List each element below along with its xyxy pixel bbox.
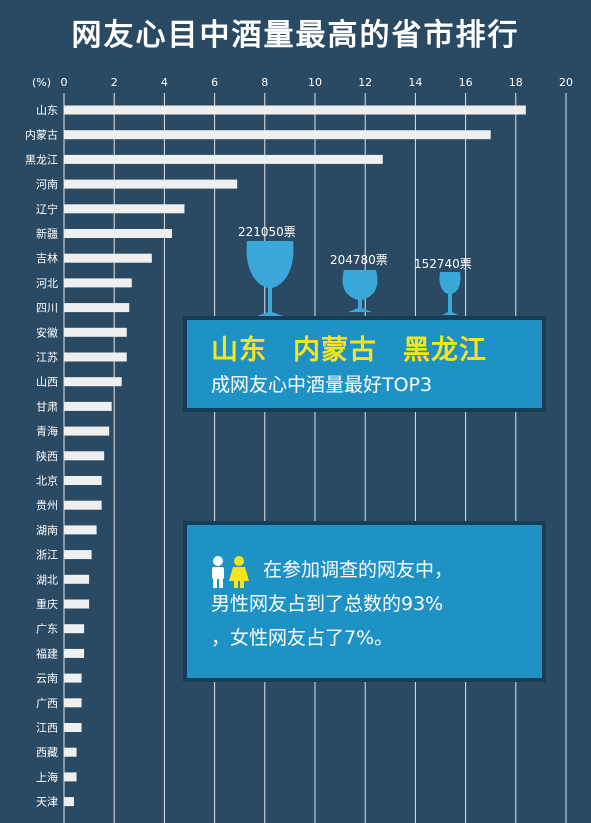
category-label: 内蒙古 — [25, 128, 58, 142]
category-label: 甘肃 — [36, 400, 58, 413]
bar — [64, 204, 185, 214]
category-label: 山西 — [36, 376, 58, 389]
category-label: 黑龙江 — [25, 153, 58, 166]
top3-name-2: 内蒙古 — [293, 335, 377, 366]
bar — [64, 599, 90, 609]
x-tick-label: 10 — [308, 76, 322, 89]
category-label: 湖南 — [36, 524, 58, 537]
category-label: 浙江 — [36, 549, 58, 562]
category-label: 河南 — [36, 178, 58, 191]
bar — [64, 574, 90, 584]
bar — [64, 500, 102, 510]
couple-icon — [212, 556, 249, 588]
category-label: 重庆 — [36, 597, 58, 611]
page-title: 网友心目中酒量最高的省市排行 — [71, 18, 520, 53]
bar — [64, 723, 82, 732]
gender-line-3: ，女性网友占了7%。 — [211, 627, 394, 649]
bar — [64, 377, 122, 387]
unit-label: (%) — [32, 76, 51, 89]
bar — [64, 747, 77, 757]
bar — [64, 179, 238, 189]
bar — [64, 303, 130, 313]
x-axis-ticks: 0 2 4 6 8 10 12 14 16 18 20 — [61, 76, 574, 89]
grid — [63, 93, 567, 823]
category-label: 上海 — [36, 770, 58, 784]
top3-name-1: 山东 — [211, 335, 267, 366]
bar — [64, 154, 383, 164]
category-label: 天津 — [36, 796, 58, 809]
bar — [64, 772, 77, 782]
category-labels: 山东内蒙古黑龙江河南辽宁新疆吉林河北四川安徽江苏山西甘肃青海陕西北京贵州湖南浙江… — [25, 104, 58, 809]
vote-label-3: 152740票 — [414, 257, 472, 271]
bar — [64, 797, 75, 807]
category-label: 江西 — [36, 722, 58, 735]
gender-line-2: 男性网友占到了总数的93% — [211, 593, 444, 615]
bar — [64, 130, 491, 140]
bar — [64, 550, 92, 560]
bar — [64, 327, 127, 337]
category-label: 广西 — [36, 697, 58, 710]
bar — [64, 401, 112, 411]
category-label: 广东 — [36, 623, 58, 636]
bar — [64, 673, 82, 683]
glass-icon-3 — [439, 272, 461, 315]
category-label: 江苏 — [36, 351, 58, 364]
x-tick-label: 18 — [509, 76, 523, 89]
bar — [64, 624, 85, 634]
glass-icon-1 — [246, 241, 294, 316]
category-label: 河北 — [36, 277, 58, 290]
x-tick-label: 12 — [358, 76, 372, 89]
vote-label-2: 204780票 — [330, 253, 388, 267]
top3-names: 山东 内蒙古 黑龙江 — [211, 328, 513, 367]
top3-panel: 山东 内蒙古 黑龙江 成网友心中酒量最好TOP3 — [183, 316, 546, 412]
category-label: 山东 — [36, 104, 58, 117]
category-label: 安徽 — [36, 325, 58, 339]
glass-icon-2 — [342, 270, 378, 312]
category-label: 云南 — [36, 672, 58, 685]
category-label: 福建 — [36, 646, 58, 660]
top3-subtitle: 成网友心中酒量最好TOP3 — [211, 374, 433, 396]
gender-line-1: 在参加调查的网友中， — [263, 559, 454, 581]
bar — [64, 253, 152, 263]
category-label: 青海 — [36, 424, 58, 438]
bars — [64, 105, 526, 807]
x-tick-label: 6 — [211, 76, 218, 89]
vote-label-1: 221050票 — [238, 225, 296, 239]
category-label: 陕西 — [36, 449, 58, 463]
x-tick-label: 4 — [161, 76, 168, 89]
category-label: 贵州 — [36, 499, 58, 512]
category-label: 四川 — [36, 302, 58, 315]
x-tick-label: 20 — [559, 76, 573, 89]
bar — [64, 648, 85, 658]
x-tick-label: 2 — [111, 76, 118, 89]
bar — [64, 451, 105, 461]
x-tick-label: 8 — [261, 76, 268, 89]
gender-text: 在参加调查的网友中， 男性网友占到了总数的93% ，女性网友占了7%。 — [211, 553, 531, 655]
bar — [64, 698, 82, 708]
category-label: 新疆 — [36, 227, 58, 241]
x-tick-label: 16 — [459, 76, 473, 89]
x-tick-label: 0 — [61, 76, 68, 89]
bar — [64, 352, 127, 362]
category-label: 北京 — [36, 474, 58, 488]
category-label: 湖北 — [36, 573, 58, 586]
bar — [64, 229, 172, 238]
bar — [64, 105, 526, 115]
x-tick-label: 14 — [408, 76, 422, 89]
gender-panel: 在参加调查的网友中， 男性网友占到了总数的93% ，女性网友占了7%。 — [183, 521, 546, 682]
bar — [64, 476, 102, 485]
category-label: 西藏 — [36, 746, 58, 759]
top3-name-3: 黑龙江 — [403, 335, 487, 366]
category-label: 辽宁 — [36, 202, 58, 216]
bar — [64, 278, 132, 288]
bar — [64, 525, 97, 535]
bar — [64, 426, 110, 436]
category-label: 吉林 — [36, 251, 58, 265]
